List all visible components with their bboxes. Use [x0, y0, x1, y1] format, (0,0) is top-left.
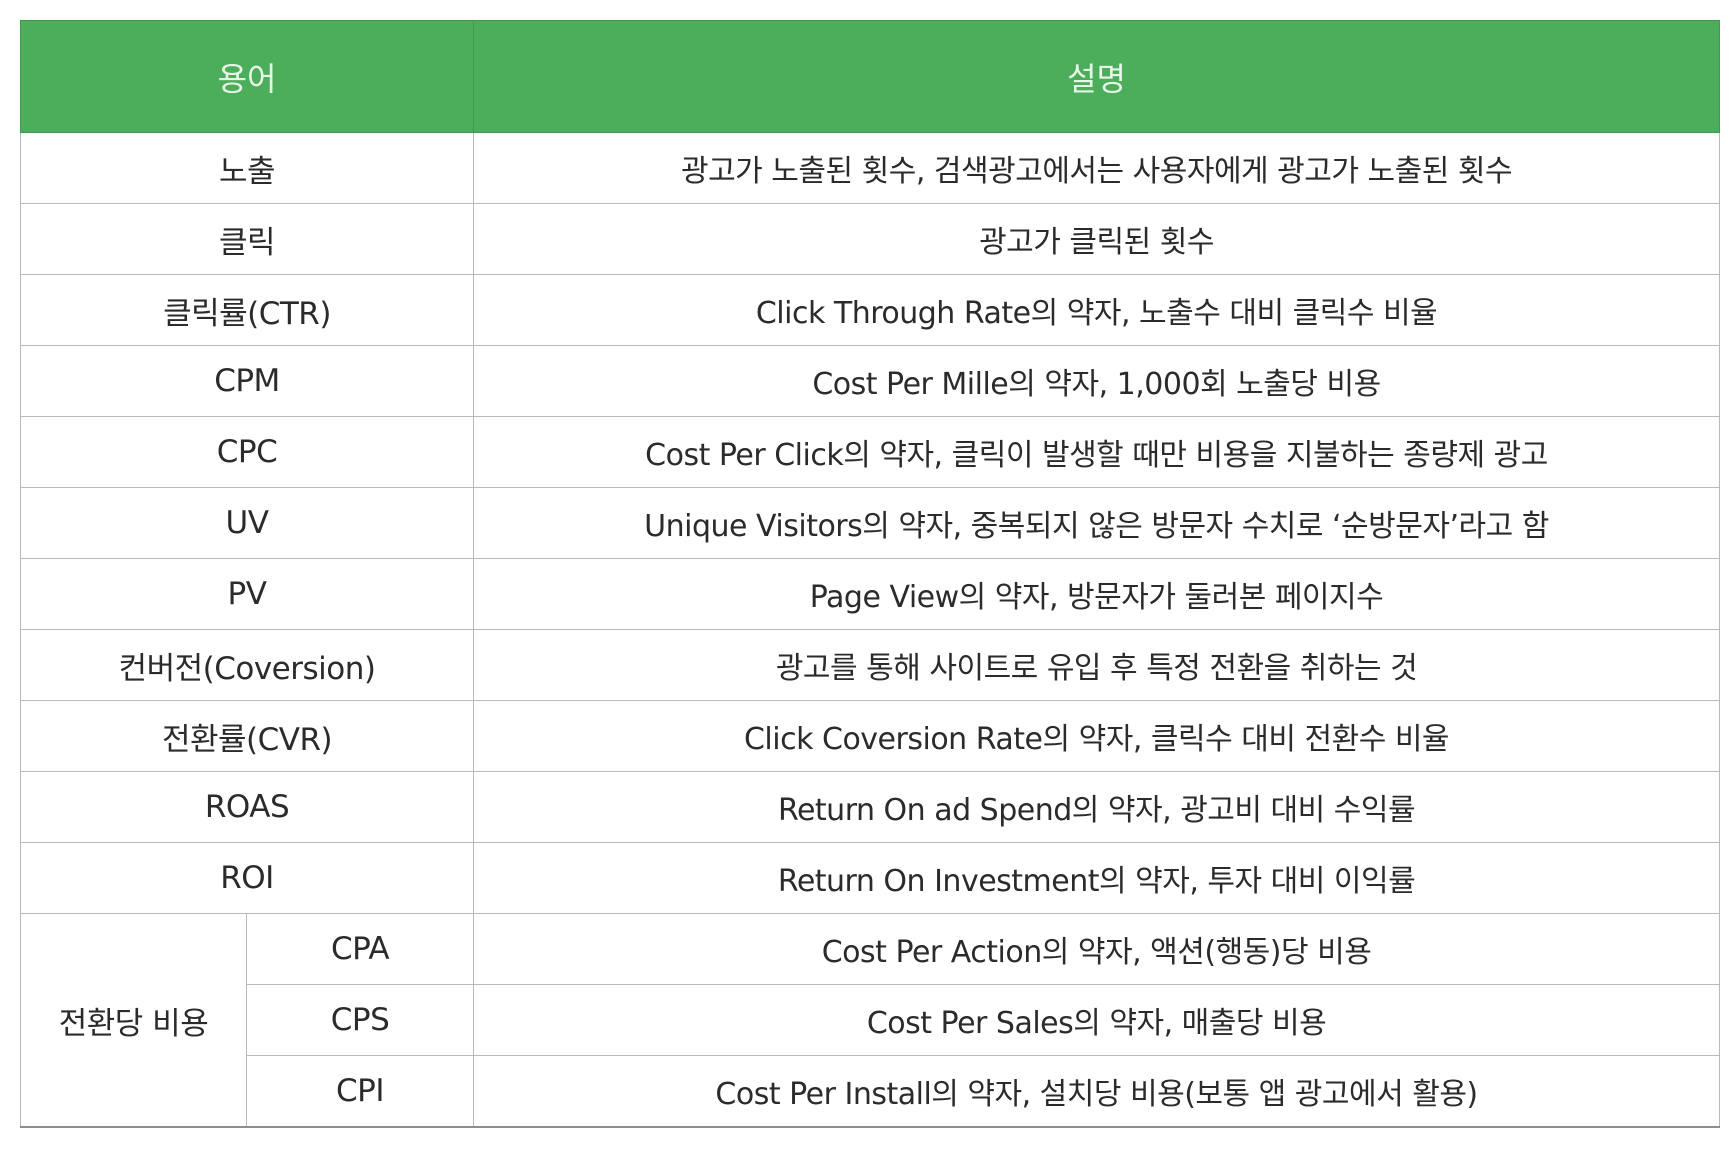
table-row: 전환률(CVR) Click Coversion Rate의 약자, 클릭수 대… [19, 700, 1721, 772]
description-cell: Cost Per Install의 약자, 설치당 비용(보통 앱 광고에서 활… [473, 1055, 1721, 1128]
table-row: ROAS Return On ad Spend의 약자, 광고비 대비 수익률 [19, 771, 1721, 843]
description-cell: Unique Visitors의 약자, 중복되지 않은 방문자 수치로 ‘순방… [473, 487, 1721, 559]
term-cell: ROI [19, 842, 475, 914]
table-row: PV Page View의 약자, 방문자가 둘러본 페이지수 [19, 558, 1721, 630]
table-row: UV Unique Visitors의 약자, 중복되지 않은 방문자 수치로 … [19, 487, 1721, 559]
table-row: 전환당 비용 CPA Cost Per Action의 약자, 액션(행동)당 … [20, 913, 1721, 1128]
table-row: CPM Cost Per Mille의 약자, 1,000회 노출당 비용 [19, 345, 1721, 417]
description-cell: Cost Per Action의 약자, 액션(행동)당 비용 [473, 913, 1721, 985]
table-row: 노출 광고가 노출된 횟수, 검색광고에서는 사용자에게 광고가 노출된 횟수 [19, 132, 1721, 204]
table-row: ROI Return On Investment의 약자, 투자 대비 이익률 [19, 842, 1721, 914]
table-row: 클릭 광고가 클릭된 횟수 [19, 203, 1721, 275]
group-label-cell: 전환당 비용 [20, 913, 247, 1128]
sub-term-cell: CPA [245, 913, 475, 985]
term-cell: 컨버전(Coversion) [19, 629, 475, 701]
description-cell: Click Through Rate의 약자, 노출수 대비 클릭수 비율 [473, 274, 1721, 346]
sub-term-cell: CPI [245, 1055, 475, 1128]
term-cell: CPM [19, 345, 475, 417]
term-cell: 클릭 [19, 203, 475, 275]
sub-term-cell: CPS [245, 984, 475, 1056]
glossary-table: 용어 설명 노출 광고가 노출된 횟수, 검색광고에서는 사용자에게 광고가 노… [19, 20, 1721, 1128]
term-cell: CPC [19, 416, 475, 488]
term-cell: ROAS [19, 771, 475, 843]
term-cell: PV [19, 558, 475, 630]
description-cell: Return On ad Spend의 약자, 광고비 대비 수익률 [473, 771, 1721, 843]
header-row: 용어 설명 [19, 20, 1721, 133]
description-cell: 광고가 클릭된 횟수 [473, 203, 1721, 275]
table-row: CPS Cost Per Sales의 약자, 매출당 비용 [21, 984, 1721, 1056]
description-cell: Cost Per Mille의 약자, 1,000회 노출당 비용 [473, 345, 1721, 417]
table-row: 클릭률(CTR) Click Through Rate의 약자, 노출수 대비 … [19, 274, 1721, 346]
header-term: 용어 [19, 20, 475, 133]
term-cell: UV [19, 487, 475, 559]
table-row: CPI Cost Per Install의 약자, 설치당 비용(보통 앱 광고… [20, 1055, 1721, 1128]
description-cell: Click Coversion Rate의 약자, 클릭수 대비 전환수 비율 [473, 700, 1721, 772]
term-cell: 노출 [19, 132, 475, 204]
description-cell: 광고를 통해 사이트로 유입 후 특정 전환을 취하는 것 [473, 629, 1721, 701]
description-cell: 광고가 노출된 횟수, 검색광고에서는 사용자에게 광고가 노출된 횟수 [473, 132, 1721, 204]
term-cell: 클릭률(CTR) [19, 274, 475, 346]
header-description: 설명 [473, 20, 1721, 133]
table-row: 컨버전(Coversion) 광고를 통해 사이트로 유입 후 특정 전환을 취… [19, 629, 1721, 701]
description-cell: Return On Investment의 약자, 투자 대비 이익률 [473, 842, 1721, 914]
table-row: CPC Cost Per Click의 약자, 클릭이 발생할 때만 비용을 지… [19, 416, 1721, 488]
description-cell: Cost Per Click의 약자, 클릭이 발생할 때만 비용을 지불하는 … [473, 416, 1721, 488]
description-cell: Cost Per Sales의 약자, 매출당 비용 [473, 984, 1721, 1056]
term-cell: 전환률(CVR) [19, 700, 475, 772]
description-cell: Page View의 약자, 방문자가 둘러본 페이지수 [473, 558, 1721, 630]
